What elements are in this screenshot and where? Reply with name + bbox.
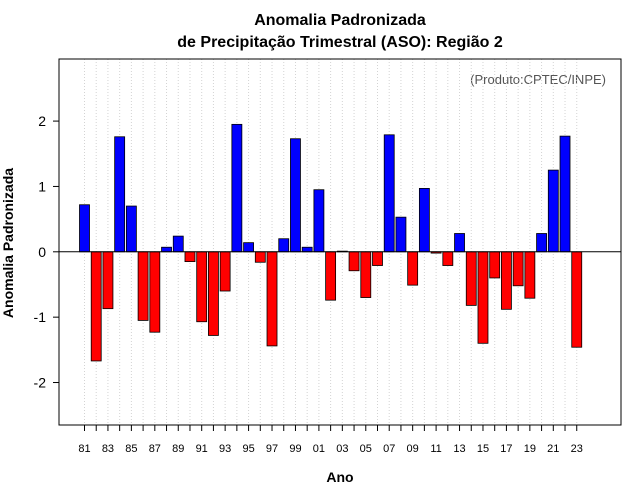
bar-13 [454, 233, 465, 253]
bar-87 [149, 251, 161, 333]
bar-07 [383, 134, 395, 253]
x-tick-label-23: 23 [571, 443, 583, 455]
x-tick-label-17: 17 [500, 443, 512, 455]
x-tick-label-01: 01 [313, 443, 325, 455]
x-tick-label-19: 19 [524, 443, 536, 455]
bar-84 [114, 136, 126, 253]
bar-09 [407, 251, 419, 286]
bar-18 [512, 251, 524, 287]
x-axis-label: Ano [326, 469, 353, 485]
x-tick-label-83: 83 [102, 443, 114, 455]
x-tick-label-03: 03 [336, 443, 348, 455]
x-tick-label-87: 87 [149, 443, 161, 455]
bar-91 [196, 251, 208, 323]
bar-96 [254, 251, 266, 263]
bar-08 [395, 216, 407, 253]
y-tick-label-2: 2 [38, 113, 46, 129]
bar-10 [418, 188, 430, 253]
x-tick-label-11: 11 [430, 443, 441, 455]
bar-92 [208, 251, 219, 336]
bar-88 [161, 246, 172, 253]
bar-93 [219, 251, 231, 292]
bar-98 [278, 238, 290, 253]
x-tick-label-13: 13 [453, 443, 465, 455]
grid-lines [84, 59, 578, 425]
bar-16 [489, 251, 501, 279]
chart-title-line2: de Precipitação Trimestral (ASO): Região… [177, 34, 503, 51]
bar-82 [90, 251, 102, 362]
x-tick-label-95: 95 [242, 443, 254, 455]
bar-17 [501, 251, 512, 310]
x-tick-label-15: 15 [477, 443, 489, 455]
bar-94 [231, 123, 243, 253]
x-tick-label-89: 89 [172, 443, 184, 455]
x-tick-label-99: 99 [289, 443, 301, 455]
bar-89 [172, 235, 184, 253]
bar-95 [243, 242, 254, 253]
bar-83 [102, 251, 114, 310]
bar-00 [301, 246, 313, 253]
x-tick-label-97: 97 [266, 443, 278, 455]
x-tick-label-05: 05 [360, 443, 372, 455]
x-tick-label-85: 85 [125, 443, 137, 455]
bar-04 [348, 251, 360, 272]
x-tick-label-09: 09 [407, 443, 419, 455]
y-tick-label-1: 1 [38, 178, 46, 194]
bar-22 [559, 135, 571, 253]
y-tick-label-0: 0 [38, 244, 46, 260]
bar-05 [360, 251, 372, 298]
bar-12 [442, 251, 454, 266]
bar-14 [465, 251, 477, 306]
x-tick-label-21: 21 [547, 443, 559, 455]
bar-99 [290, 138, 301, 253]
bar-90 [184, 251, 196, 263]
chart-title-line1: Anomalia Padronizada [254, 12, 426, 29]
bar-20 [536, 233, 547, 253]
x-tick-label-91: 91 [196, 443, 208, 455]
bar-19 [524, 251, 536, 299]
y-axis-label: Anomalia Padronizada [0, 168, 16, 318]
bar-21 [547, 169, 559, 253]
bar-02 [325, 251, 337, 301]
bar-01 [313, 189, 325, 253]
bar-15 [477, 251, 489, 344]
bar-06 [372, 251, 383, 266]
bar-86 [137, 251, 149, 321]
bar-85 [125, 205, 137, 253]
x-tick-label-07: 07 [383, 443, 395, 455]
x-tick-label-93: 93 [219, 443, 231, 455]
y-tick-label--1: -1 [34, 309, 47, 325]
bar-97 [266, 251, 278, 347]
x-tick-label-81: 81 [78, 443, 90, 455]
credit-label: (Produto:CPTEC/INPE) [470, 72, 606, 87]
bar-81 [79, 204, 90, 253]
bar-23 [571, 251, 583, 348]
plot-border [58, 58, 622, 426]
bars [79, 123, 583, 362]
y-tick-label--2: -2 [34, 375, 47, 391]
